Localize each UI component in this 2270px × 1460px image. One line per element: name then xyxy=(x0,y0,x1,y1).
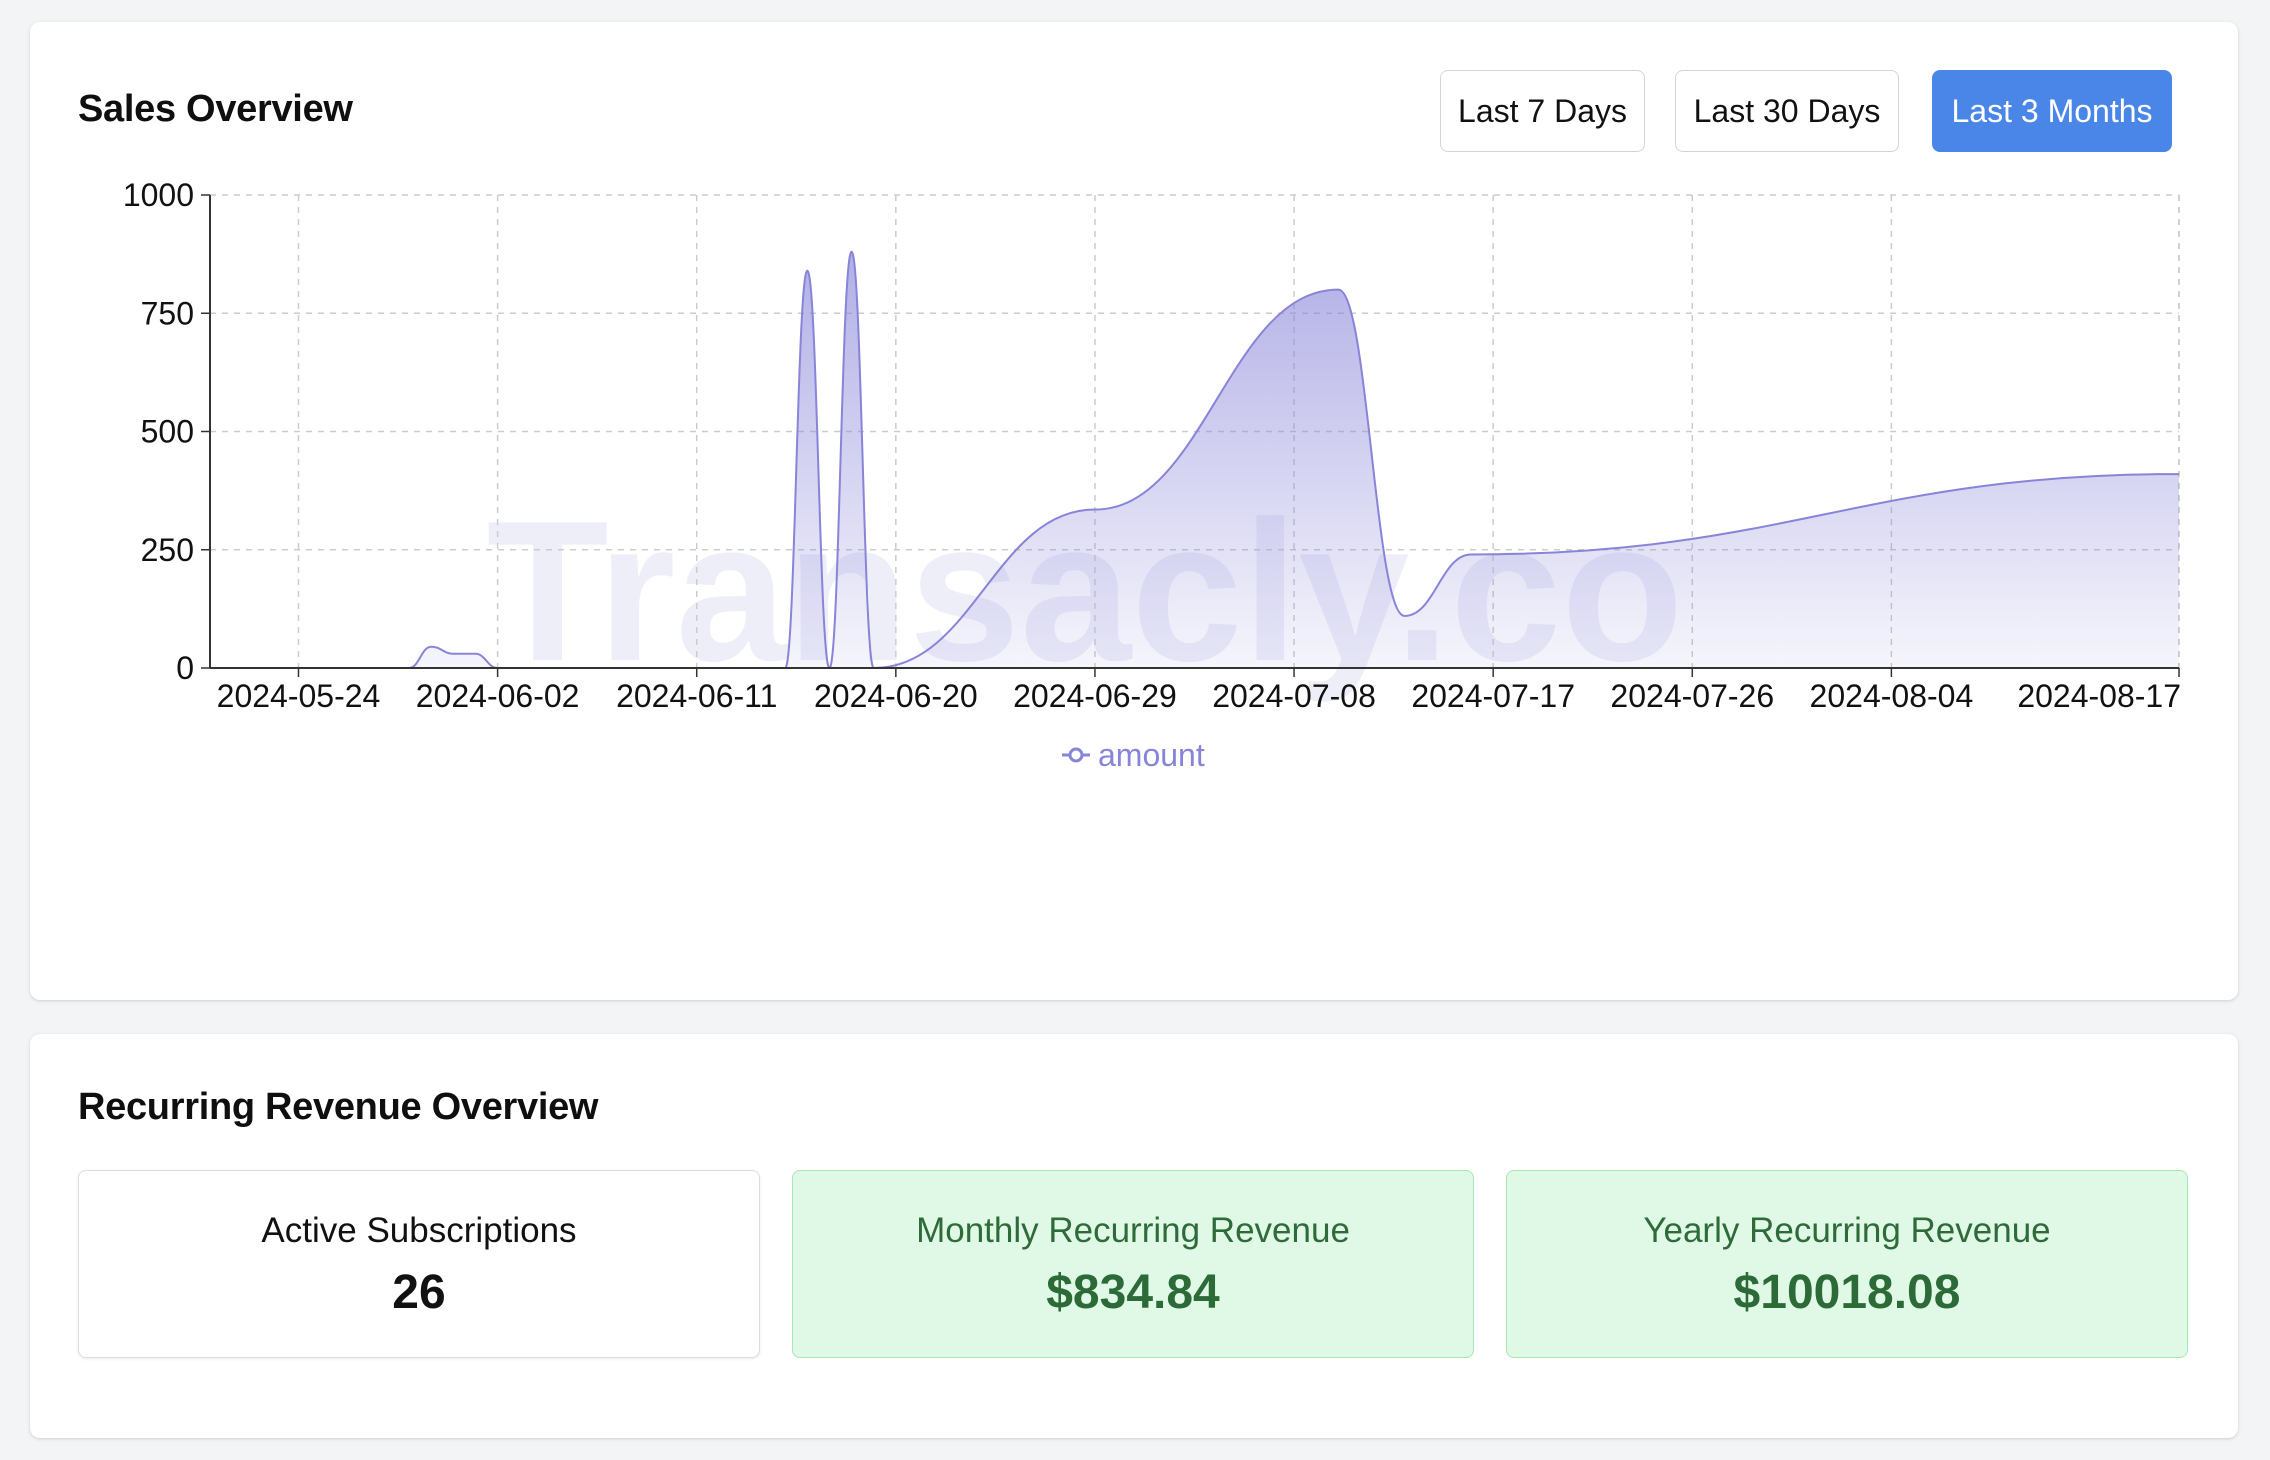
monthly-recurring-revenue-stat: Monthly Recurring Revenue $834.84 xyxy=(792,1170,1474,1358)
chart-tick-labels: 0 250 500 750 1000 2024-05-24 2024-06-02 2024-0… xyxy=(123,177,2181,714)
legend-icon xyxy=(1068,747,1084,763)
legend-label: amount xyxy=(1098,737,1205,773)
x-tick-label: 2024-06-02 xyxy=(416,678,580,714)
yearly-recurring-revenue-label: Yearly Recurring Revenue xyxy=(1643,1211,2051,1250)
sales-overview-card: Transacly.co 025050075010002024-05-24202… xyxy=(30,22,2238,1000)
y-tick-label: 750 xyxy=(141,295,194,331)
sales-overview-title: Sales Overview xyxy=(78,88,353,130)
monthly-recurring-revenue-label: Monthly Recurring Revenue xyxy=(916,1211,1350,1250)
x-tick-label: 2024-06-20 xyxy=(814,678,978,714)
yearly-recurring-revenue-stat: Yearly Recurring Revenue $10018.08 xyxy=(1506,1170,2188,1358)
x-tick-label: 2024-08-17 xyxy=(2017,678,2181,714)
sales-chart: Transacly.co 025050075010002024-05-24202… xyxy=(123,177,2181,773)
chart-legend[interactable]: amount xyxy=(1062,737,1205,773)
y-tick-label: 250 xyxy=(141,532,194,568)
x-tick-label: 2024-06-29 xyxy=(1013,678,1177,714)
x-tick-label: 2024-06-11 xyxy=(616,678,777,714)
x-tick-label: 2024-05-24 xyxy=(217,678,381,714)
x-tick-label: 2024-07-08 xyxy=(1212,678,1376,714)
last-30-days-button[interactable]: Last 30 Days xyxy=(1675,70,1899,152)
active-subscriptions-label: Active Subscriptions xyxy=(261,1211,577,1250)
recurring-revenue-title: Recurring Revenue Overview xyxy=(78,1086,599,1128)
active-subscriptions-stat: Active Subscriptions 26 xyxy=(78,1170,760,1358)
recurring-revenue-card: Recurring Revenue Overview Active Subscr… xyxy=(30,1034,2238,1438)
monthly-recurring-revenue-value: $834.84 xyxy=(1046,1266,1220,1319)
last-3-months-button[interactable]: Last 3 Months xyxy=(1932,70,2172,152)
active-subscriptions-value: 26 xyxy=(392,1266,446,1319)
chart-axes xyxy=(201,194,2180,677)
x-tick-label: 2024-07-17 xyxy=(1411,678,1575,714)
area-fill xyxy=(210,251,2179,668)
y-tick-label: 0 xyxy=(176,650,194,686)
x-tick-label: 2024-07-26 xyxy=(1610,678,1774,714)
area-line xyxy=(210,250,2180,670)
y-tick-label: 500 xyxy=(141,414,194,450)
yearly-recurring-revenue-value: $10018.08 xyxy=(1733,1266,1961,1319)
last-7-days-button[interactable]: Last 7 Days xyxy=(1440,70,1645,152)
y-tick-label: 1000 xyxy=(123,177,194,213)
x-tick-label: 2024-08-04 xyxy=(1810,678,1974,714)
